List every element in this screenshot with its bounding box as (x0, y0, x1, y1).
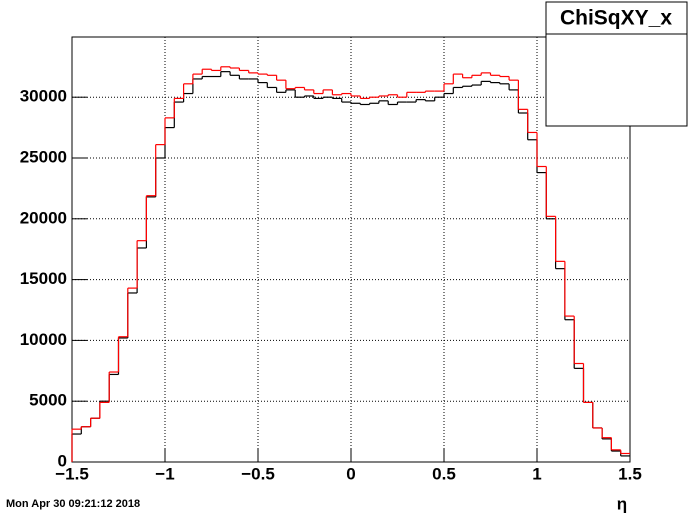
x-tick-label: 0 (346, 464, 355, 483)
date-stamp: Mon Apr 30 09:21:12 2018 (6, 498, 140, 510)
x-tick-label: −0.5 (241, 464, 275, 483)
y-tick-label: 30000 (20, 87, 67, 106)
y-tick-label: 20000 (20, 208, 67, 227)
x-axis-label: η (617, 494, 627, 513)
x-tick-label: −1 (155, 464, 174, 483)
x-tick-label: −1.5 (55, 464, 89, 483)
stats-frame (545, 1, 688, 127)
y-tick-label: 25000 (20, 147, 67, 166)
y-tick-label: 15000 (20, 269, 67, 288)
y-tick-label: 10000 (20, 330, 67, 349)
x-tick-label: 0.5 (432, 464, 456, 483)
stats-box: ChiSqXY_x (545, 1, 688, 127)
stats-title: ChiSqXY_x (560, 7, 672, 30)
y-tick-label: 5000 (29, 391, 67, 410)
x-tick-label: 1.5 (618, 464, 642, 483)
y-tick-label: 0 (58, 451, 67, 470)
x-tick-label: 1 (532, 464, 541, 483)
